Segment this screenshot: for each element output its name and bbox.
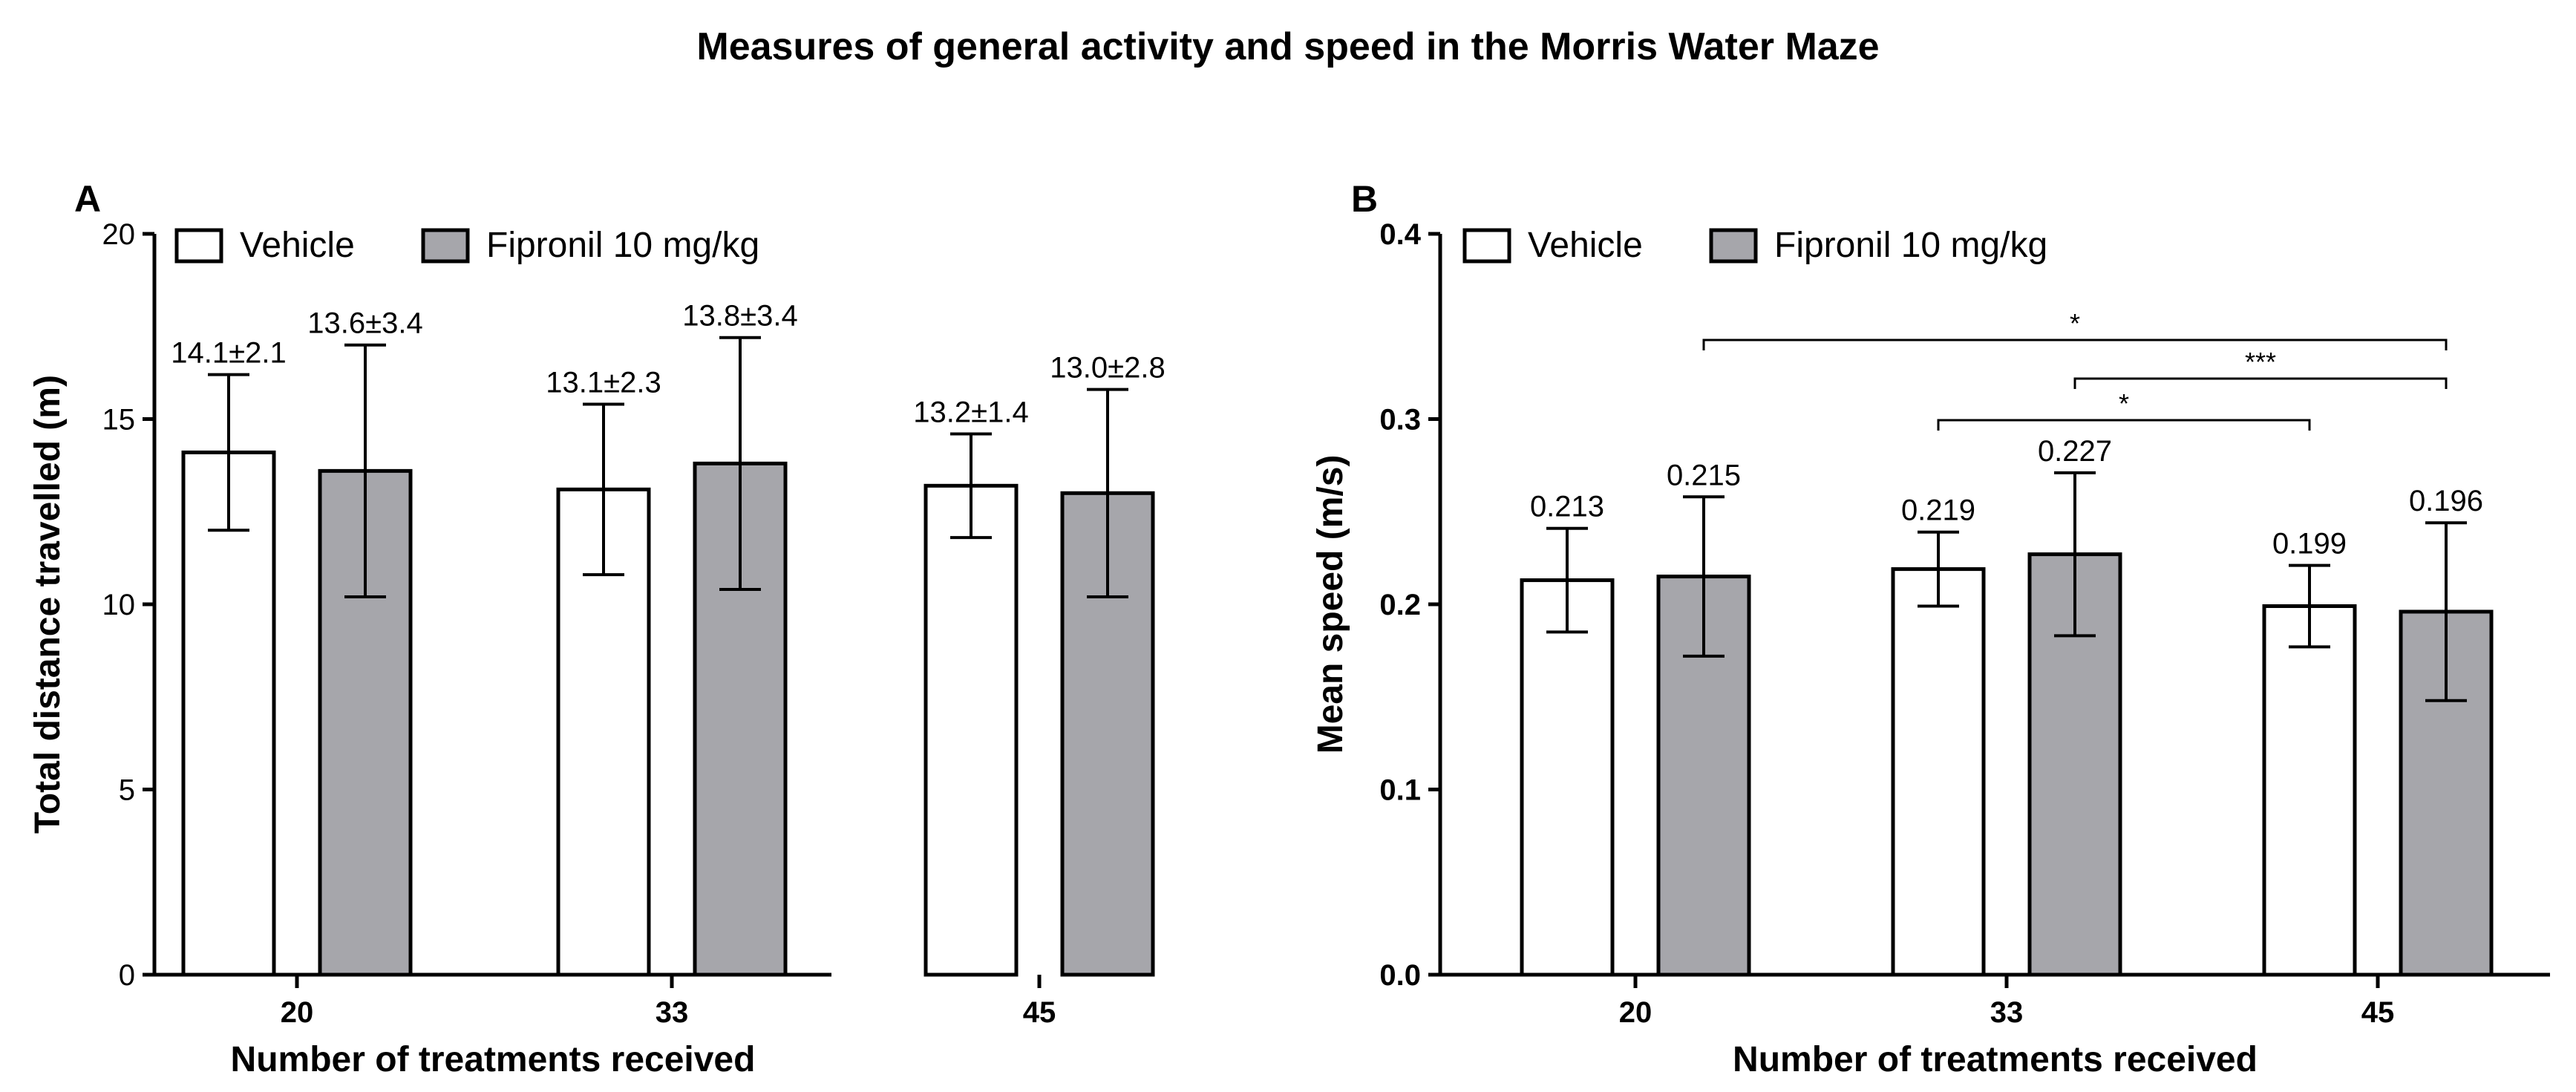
y-tick-label: 5 [119, 774, 135, 807]
legend-label: Fipronil 10 mg/kg [1774, 226, 2047, 265]
bar [1520, 578, 1615, 977]
y-axis-title: Mean speed (m/s) [1311, 455, 1350, 754]
legend-label: Vehicle [240, 226, 355, 265]
panel-label: A [74, 178, 101, 220]
y-tick-label: 0.4 [1379, 218, 1421, 251]
legend-label: Vehicle [1528, 226, 1643, 265]
data-label: 0.199 [2272, 528, 2347, 560]
data-label: 13.2±1.4 [913, 396, 1028, 428]
data-label: 13.8±3.4 [682, 300, 797, 333]
data-label: 0.196 [2409, 485, 2483, 517]
data-label: 14.1±2.1 [171, 337, 286, 370]
y-tick-label: 20 [102, 218, 136, 251]
y-tick-label: 0 [119, 959, 135, 992]
significance-bracket [1702, 339, 2448, 350]
data-label: 13.6±3.4 [307, 307, 422, 340]
legend-swatch [1462, 228, 1511, 264]
x-axis-title: Number of treatments received [231, 1040, 756, 1079]
significance-bracket [1937, 419, 2311, 431]
y-tick-label: 0.3 [1379, 404, 1421, 437]
x-tick-label: 33 [656, 996, 689, 1029]
significance-label: * [2070, 308, 2080, 339]
bar [1891, 567, 1986, 977]
y-axis-title: Total distance travelled (m) [28, 375, 68, 834]
y-tick-label: 0.2 [1379, 589, 1421, 621]
figure-title: Measures of general activity and speed i… [696, 25, 1879, 68]
bar [923, 483, 1019, 977]
significance-bracket [2073, 377, 2448, 389]
significance-label: * [2119, 388, 2129, 419]
legend-label: Fipronil 10 mg/kg [486, 226, 759, 265]
x-tick-label: 20 [1619, 996, 1653, 1029]
y-tick-label: 15 [102, 404, 136, 437]
bar [2262, 604, 2357, 977]
data-label: 0.227 [2038, 435, 2112, 468]
legend-swatch [421, 228, 470, 264]
x-tick-label: 45 [1023, 996, 1056, 1029]
panel-b: B 0.213 0.215 0.219 0.227 0.199 0.196 0.0 0.1 0.2… [1311, 178, 2550, 1079]
legend-swatch [174, 228, 223, 264]
y-tick-label: 10 [102, 589, 136, 621]
x-tick-label: 20 [281, 996, 314, 1029]
legend-swatch [1709, 228, 1758, 264]
y-tick-label: 0.0 [1379, 959, 1421, 992]
panel-a: A 14.1±2.1 13.6±3.4 13.1±2.3 13.8±3.4 13.2±1.… [28, 178, 1166, 1079]
x-axis-title: Number of treatments received [1733, 1040, 2258, 1079]
data-label: 13.1±2.3 [546, 367, 661, 399]
x-tick-label: 45 [2361, 996, 2395, 1029]
y-tick-label: 0.1 [1379, 774, 1421, 807]
x-tick-label: 33 [1990, 996, 2024, 1029]
data-label: 0.215 [1667, 459, 1741, 491]
bar [181, 450, 276, 977]
data-label: 0.219 [1901, 494, 1975, 527]
significance-label: *** [2245, 347, 2276, 377]
data-label: 13.0±2.8 [1050, 352, 1165, 385]
data-label: 0.213 [1530, 491, 1604, 523]
panel-label: B [1351, 178, 1378, 220]
